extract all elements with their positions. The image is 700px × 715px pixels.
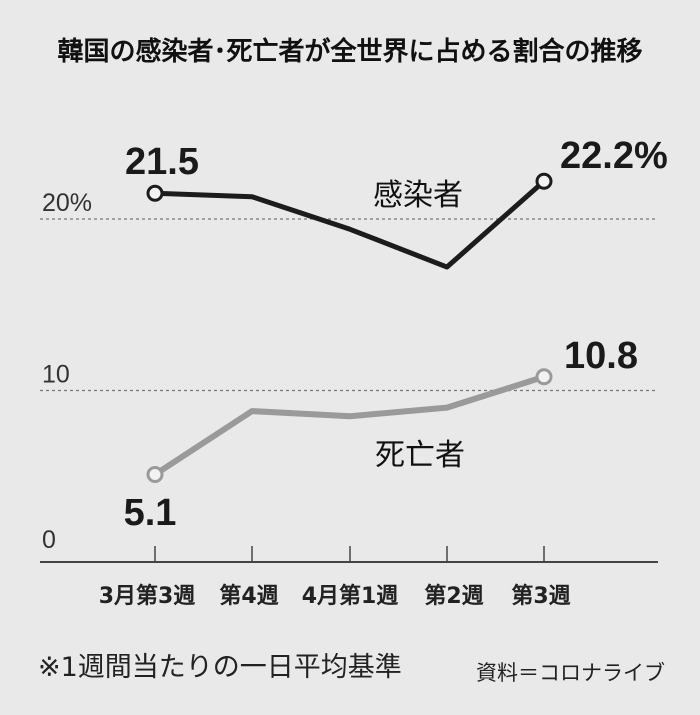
data-point-marker bbox=[535, 172, 553, 190]
x-tick-label: 第3週 bbox=[511, 583, 570, 609]
y-tick-label: 10 bbox=[42, 361, 70, 389]
x-tick-label: 4月第1週 bbox=[302, 583, 399, 609]
y-axis: 0 10 20% bbox=[42, 189, 92, 554]
series-line bbox=[153, 373, 545, 478]
y-tick-label: 20% bbox=[42, 189, 92, 217]
series-deaths: 5.1 10.8 死亡者 bbox=[124, 335, 638, 534]
data-label: 22.2% bbox=[560, 135, 668, 177]
x-tick-label: 第2週 bbox=[424, 583, 483, 609]
series-line bbox=[154, 179, 546, 270]
x-tick-label: 第4週 bbox=[219, 583, 278, 609]
data-label: 10.8 bbox=[564, 335, 638, 377]
x-axis: 3月第3週 第4週 4月第1週 第2週 第3週 bbox=[99, 546, 571, 609]
data-point-marker bbox=[146, 466, 164, 484]
y-tick-label: 0 bbox=[42, 526, 56, 554]
chart-title: 韓国の感染者･死亡者が全世界に占める割合の推移 bbox=[57, 36, 642, 67]
series-layer: 21.5 22.2% 感染者 5.1 10.8 死亡者 bbox=[124, 135, 668, 534]
data-label: 5.1 bbox=[124, 492, 177, 534]
grid bbox=[40, 218, 658, 563]
source-credit: 資料＝コロナライブ bbox=[476, 661, 665, 685]
data-point-marker bbox=[535, 368, 553, 386]
data-point-marker bbox=[146, 184, 164, 202]
series-name-label: 感染者 bbox=[373, 178, 463, 213]
x-tick-label: 3月第3週 bbox=[99, 583, 196, 609]
data-label: 21.5 bbox=[125, 141, 199, 183]
footnote: ※1週間当たりの一日平均基準 bbox=[38, 652, 402, 683]
series-name-label: 死亡者 bbox=[375, 438, 465, 473]
series-infected: 21.5 22.2% 感染者 bbox=[125, 135, 668, 270]
